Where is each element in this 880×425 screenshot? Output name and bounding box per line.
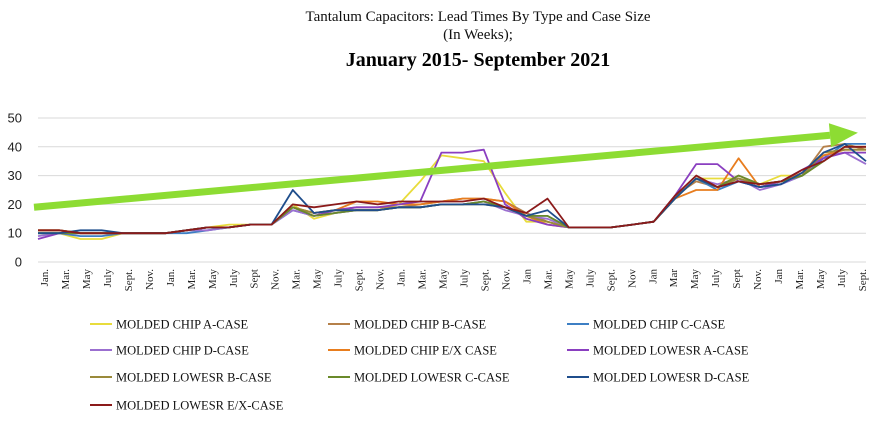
x-tick-label: May xyxy=(207,269,219,290)
x-tick-label: Jan. xyxy=(396,269,408,287)
legend-label: MOLDED CHIP B-CASE xyxy=(354,318,487,332)
grid xyxy=(38,117,866,263)
x-tick-label: Jan. xyxy=(39,269,51,287)
trend-arrow xyxy=(33,123,858,211)
x-tick-label: July xyxy=(228,269,240,288)
legend-label: MOLDED CHIP D-CASE xyxy=(116,344,249,358)
y-tick-label: 20 xyxy=(8,197,22,212)
series-line-7 xyxy=(38,145,866,235)
x-tick-label: May xyxy=(312,269,324,290)
x-tick-label: Sept. xyxy=(857,269,869,292)
y-tick-label: 40 xyxy=(8,139,22,154)
x-tick-label: Nov. xyxy=(752,269,764,290)
legend: MOLDED CHIP A-CASE MOLDED CHIP B-CASE MOLD… xyxy=(90,318,750,413)
x-tick-label: Jan xyxy=(647,269,659,284)
x-tick-label: July xyxy=(710,269,722,288)
x-tick-label: Sept. xyxy=(123,269,135,292)
legend-label: MOLDED CHIP A-CASE xyxy=(116,318,249,332)
y-axis-ticks: 0 10 20 30 40 50 xyxy=(8,111,22,270)
legend-label: MOLDED CHIP C-CASE xyxy=(593,318,726,332)
x-tick-label: Mar. xyxy=(291,269,303,290)
series-lines xyxy=(37,143,867,240)
x-tick-label: July xyxy=(836,269,848,288)
x-tick-label: May xyxy=(689,269,701,290)
chart-date-range: January 2015- September 2021 xyxy=(346,49,611,71)
x-tick-label: Nov xyxy=(626,269,638,288)
x-tick-label: July xyxy=(458,269,470,288)
legend-label: MOLDED LOWESR A-CASE xyxy=(593,344,749,358)
y-tick-label: 10 xyxy=(8,226,22,241)
series-line-4 xyxy=(38,148,866,235)
legend-label: MOLDED CHIP E/X CASE xyxy=(354,344,497,358)
chart-title: Tantalum Capacitors: Lead Times By Type … xyxy=(305,9,650,25)
x-tick-label: May xyxy=(815,269,827,290)
x-tick-label: Sept xyxy=(731,269,743,289)
x-tick-label: Sept. xyxy=(479,269,491,292)
x-tick-label: Mar. xyxy=(186,269,198,290)
legend-label: MOLDED LOWESR B-CASE xyxy=(116,371,272,385)
y-tick-label: 0 xyxy=(15,255,22,270)
x-tick-label: Mar. xyxy=(417,269,429,290)
trend-arrow-shaft xyxy=(33,131,831,211)
x-tick-label: May xyxy=(563,269,575,290)
x-tick-label: July xyxy=(102,269,114,288)
x-tick-label: July xyxy=(333,269,345,288)
x-tick-label: Nov. xyxy=(375,269,387,290)
x-tick-label: Jan xyxy=(521,269,533,284)
legend-label: MOLDED LOWESR D-CASE xyxy=(593,371,750,385)
chart-subtitle: (In Weeks); xyxy=(443,27,513,43)
x-tick-label: Nov. xyxy=(270,269,282,290)
x-tick-label: Nov. xyxy=(500,269,512,290)
x-tick-label: Mar. xyxy=(542,269,554,290)
x-tick-label: Mar. xyxy=(60,269,72,290)
trend-arrow-head xyxy=(828,123,858,148)
x-tick-label: Mar. xyxy=(794,269,806,290)
y-tick-label: 30 xyxy=(8,168,22,183)
y-tick-label: 50 xyxy=(8,111,22,126)
series-line-9 xyxy=(38,145,866,235)
x-tick-label: Sept. xyxy=(605,269,617,292)
x-tick-label: Jan xyxy=(773,269,785,284)
x-tick-label: May xyxy=(81,269,93,290)
x-tick-label: Sept. xyxy=(354,269,366,292)
x-tick-label: Mar xyxy=(668,269,680,288)
x-tick-label: Jan. xyxy=(165,269,177,287)
x-tick-label: Nov. xyxy=(144,269,156,290)
x-tick-label: July xyxy=(584,269,596,288)
x-tick-label: Sept xyxy=(249,269,261,289)
legend-label: MOLDED LOWESR C-CASE xyxy=(354,371,510,385)
x-axis-ticks: Jan. Mar. May July Sept. Nov. Jan. Mar. May July S… xyxy=(39,269,869,292)
legend-label: MOLDED LOWESR E/X-CASE xyxy=(116,399,284,413)
x-tick-label: May xyxy=(438,269,450,290)
